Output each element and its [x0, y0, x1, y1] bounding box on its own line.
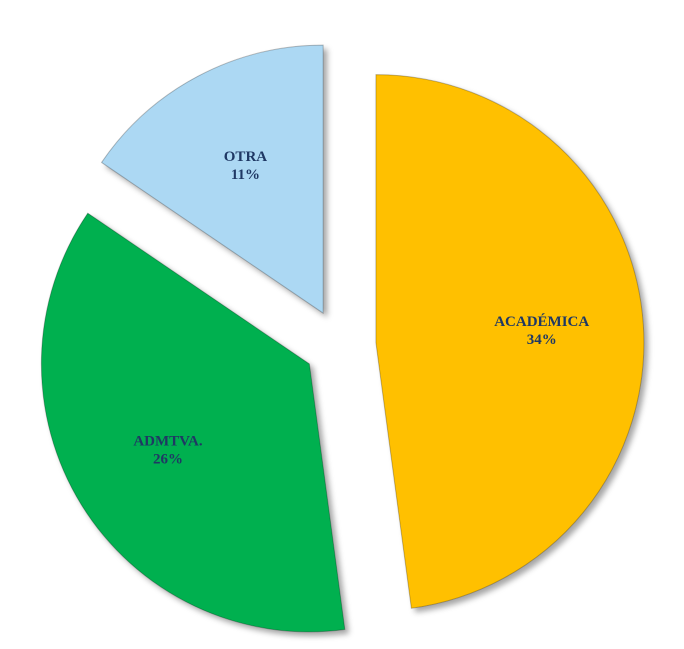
slice-value-label: 26% [153, 452, 183, 468]
slice-value-label: 34% [527, 332, 557, 348]
pie-slice [100, 44, 324, 315]
slice-label: OTRA [224, 149, 268, 165]
slice-value-label: 11% [231, 167, 260, 183]
slice-label: ADMTVA. [133, 434, 203, 450]
slice-label: ACADÉMICA [494, 313, 589, 330]
pie-slice [40, 212, 346, 633]
pie-slice [375, 74, 645, 609]
